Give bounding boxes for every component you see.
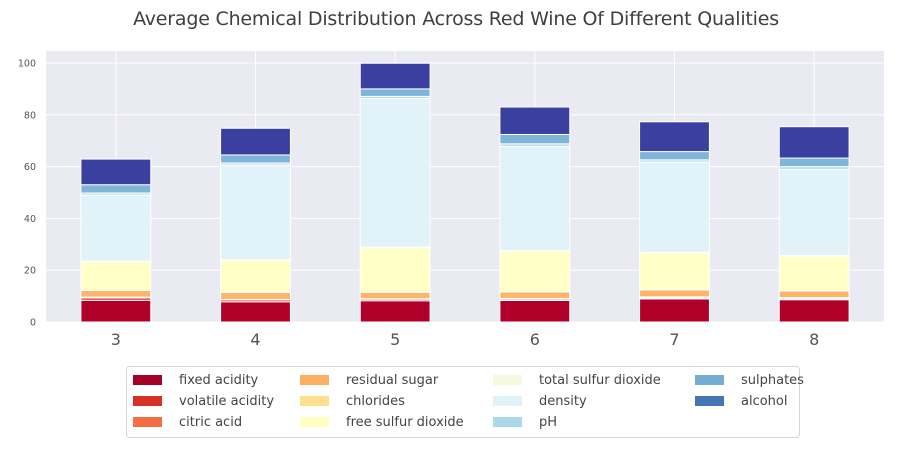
bar-segment-residual-sugar (499, 291, 571, 299)
chart-title: Average Chemical Distribution Across Red… (133, 8, 779, 30)
legend-swatch (133, 375, 162, 385)
legend-label: alcohol (741, 393, 788, 409)
x-tick-label: 3 (111, 330, 121, 349)
bar-segment-fixed-acidity (220, 301, 291, 323)
legend-item: pH (493, 413, 557, 431)
legend-label: volatile acidity (179, 393, 275, 409)
bar-segment-free-sulfur-dioxide (778, 255, 850, 292)
legend-item: total sulfur dioxide (493, 371, 661, 389)
bar-segment-density (778, 168, 850, 256)
legend-swatch (695, 396, 724, 406)
bar-segment-density (220, 164, 291, 261)
bar-segment-alcohol (359, 62, 431, 90)
bar-segment-fixed-acidity (639, 298, 710, 323)
legend-label: density (539, 393, 587, 409)
legend-label: sulphates (741, 372, 804, 388)
bar-segment-free-sulfur-dioxide (639, 252, 710, 291)
legend-label: pH (539, 414, 558, 430)
y-tick-label: 0 (30, 318, 36, 329)
legend-item: citric acid (133, 413, 242, 431)
legend-swatch (300, 396, 329, 406)
legend-item: chlorides (300, 392, 405, 410)
legend-item: free sulfur dioxide (300, 413, 464, 431)
bar-stack-6 (499, 106, 571, 323)
bars (80, 62, 850, 323)
bar-stack-5 (359, 62, 431, 323)
bar-segment-free-sulfur-dioxide (359, 247, 431, 293)
y-tick-label: 80 (24, 110, 36, 121)
bar-segment-density (80, 194, 152, 262)
legend-label: chlorides (346, 393, 405, 409)
y-tick-label: 100 (18, 59, 36, 70)
y-axis-ticks: 0 20 40 60 80 100 (18, 59, 36, 329)
bar-stack-8 (778, 126, 850, 323)
legend-label: residual sugar (346, 372, 439, 388)
bar-segment-sulphates (359, 88, 431, 97)
legend-item: residual sugar (300, 371, 438, 389)
bar-segment-alcohol (499, 106, 571, 135)
bar-segment-residual-sugar (80, 289, 152, 298)
x-tick-label: 6 (530, 330, 540, 349)
legend-swatch (133, 396, 162, 406)
bar-segment-density (359, 97, 431, 248)
bar-segment-sulphates (639, 151, 710, 161)
x-tick-label: 4 (250, 330, 260, 349)
x-tick-label: 7 (669, 330, 679, 349)
x-axis-ticks: 3 4 5 6 7 8 (111, 330, 820, 349)
legend-swatch (133, 417, 162, 427)
bar-segment-free-sulfur-dioxide (220, 259, 291, 293)
bar-segment-sulphates (499, 133, 571, 145)
legend-label: total sulfur dioxide (539, 372, 661, 388)
bar-segment-fixed-acidity (778, 299, 850, 323)
bar-segment-fixed-acidity (499, 300, 571, 323)
bar-segment-alcohol (778, 126, 850, 159)
bar-stack-4 (220, 127, 291, 323)
bar-segment-alcohol (639, 121, 710, 153)
bar-stack-3 (80, 158, 152, 323)
bar-segment-residual-sugar (778, 290, 850, 299)
bar-segment-density (639, 161, 710, 253)
legend-item: fixed acidity (133, 371, 258, 389)
legend-label: free sulfur dioxide (346, 414, 464, 430)
legend-swatch (493, 375, 522, 385)
bar-segment-free-sulfur-dioxide (499, 250, 571, 293)
legend: fixed acidity volatile acidity citric acid… (126, 366, 804, 438)
bar-segment-alcohol (220, 127, 291, 156)
legend-swatch (300, 375, 329, 385)
legend-swatch (695, 375, 724, 385)
bar-segment-sulphates (778, 157, 850, 168)
x-tick-label: 5 (390, 330, 400, 349)
legend-item: sulphates (695, 371, 804, 389)
bar-stack-7 (639, 121, 710, 323)
bar-segment-residual-sugar (359, 291, 431, 300)
y-tick-label: 20 (24, 266, 36, 277)
legend-item: volatile acidity (133, 392, 274, 410)
bar-segment-fixed-acidity (80, 299, 152, 323)
y-tick-label: 60 (24, 162, 36, 173)
bar-segment-sulphates (80, 184, 152, 194)
legend-swatch (493, 417, 522, 427)
bar-segment-residual-sugar (639, 289, 710, 298)
bar-segment-alcohol (80, 158, 152, 186)
bar-segment-sulphates (220, 154, 291, 164)
legend-item: alcohol (695, 392, 787, 410)
legend-swatch (493, 396, 522, 406)
x-tick-label: 8 (809, 330, 819, 349)
legend-label: citric acid (179, 414, 243, 430)
legend-label: fixed acidity (179, 372, 259, 388)
legend-item: density (493, 392, 587, 410)
y-tick-label: 40 (24, 214, 36, 225)
bar-segment-density (499, 145, 571, 252)
bar-segment-residual-sugar (220, 291, 291, 300)
plot-background (46, 51, 884, 322)
bar-segment-fixed-acidity (359, 300, 431, 323)
legend-swatch (300, 417, 329, 427)
chart-plot: 0 20 40 60 80 100 3 4 5 6 7 8 (18, 51, 884, 349)
bar-segment-free-sulfur-dioxide (80, 261, 152, 291)
